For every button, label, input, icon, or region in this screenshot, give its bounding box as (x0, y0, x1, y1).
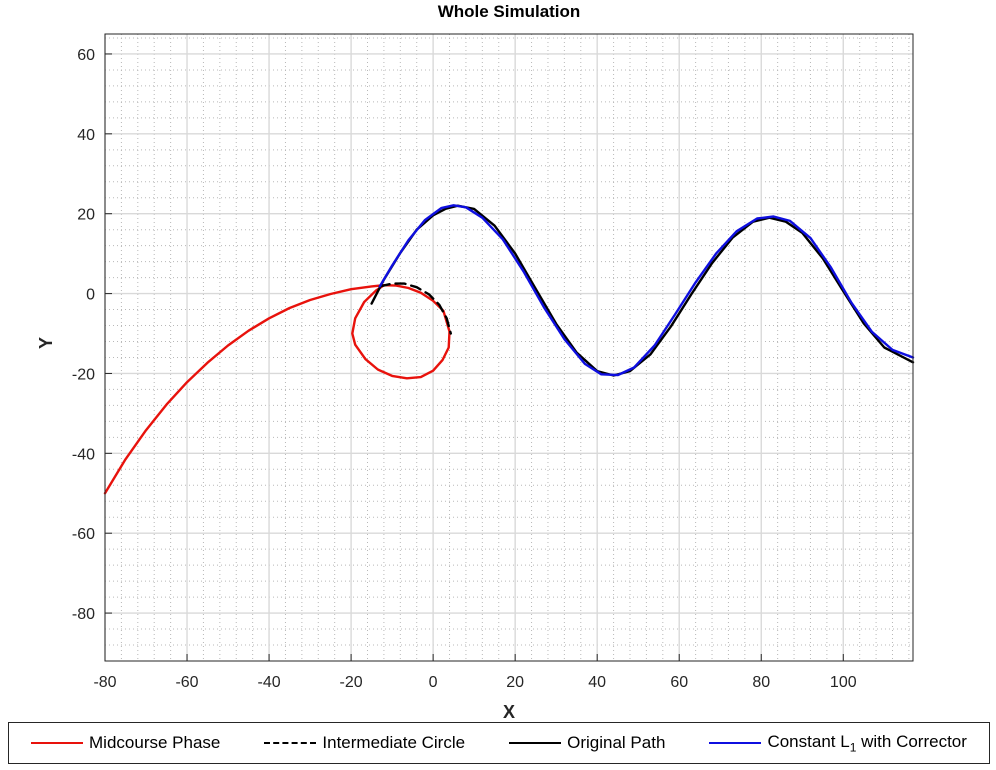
y-tick-label: 0 (86, 287, 95, 304)
x-tick-label: 80 (752, 674, 770, 691)
series-line-2 (378, 282, 452, 335)
x-tick-label: 0 (429, 674, 438, 691)
series-line-1 (351, 284, 451, 380)
legend-swatch-black-line (509, 742, 562, 744)
chart-svg: Whole Simulation X Y -80 -60 -40 -20 0 20 40 60… (36, 2, 915, 722)
y-tick-label: -40 (72, 446, 95, 463)
x-tick-label: 20 (506, 674, 524, 691)
legend-label: Intermediate Circle (322, 733, 466, 752)
legend-swatch-red-line (31, 742, 84, 744)
y-axis-label: Y (36, 337, 56, 349)
y-tick-label: -80 (72, 606, 95, 623)
legend: Midcourse Phase Intermediate Circle Orig… (8, 722, 990, 764)
legend-label: Midcourse Phase (89, 733, 221, 752)
y-tick-label: 60 (77, 47, 95, 64)
legend-label-part: with Corrector (861, 731, 967, 751)
series-line-4 (378, 204, 915, 377)
series-layer (103, 204, 915, 495)
x-tick-label: 60 (670, 674, 688, 691)
legend-item-intermediate-circle: Intermediate Circle (264, 733, 465, 753)
y-tick-label: -20 (72, 366, 95, 383)
y-tick-label: -60 (72, 526, 95, 543)
y-tick-label: 40 (77, 127, 95, 144)
legend-subscript: 1 (849, 740, 857, 755)
axes-frame (104, 33, 914, 662)
x-tick-label: -60 (175, 674, 198, 691)
legend-label-part: Constant L (767, 731, 850, 751)
tick-marks (104, 53, 844, 661)
series-line-3 (370, 204, 915, 377)
legend-swatch-blue-line (709, 741, 762, 744)
x-tick-label: -40 (257, 674, 280, 691)
legend-swatch-dashed-line (264, 742, 317, 744)
legend-item-constant-l1: Constant L1 with Corrector (709, 732, 967, 754)
x-tick-label: 40 (588, 674, 606, 691)
legend-label: Original Path (567, 733, 666, 752)
legend-label: Constant L1 with Corrector (767, 732, 966, 754)
series-line-0 (103, 284, 386, 495)
legend-item-original-path: Original Path (509, 733, 665, 753)
x-axis-label: X (503, 702, 515, 722)
x-tick-label: -80 (93, 674, 116, 691)
x-tick-label: -20 (340, 674, 363, 691)
chart-title: Whole Simulation (438, 2, 581, 21)
y-tick-label: 20 (77, 207, 95, 224)
x-tick-label: 100 (830, 674, 857, 691)
legend-item-midcourse: Midcourse Phase (31, 733, 220, 753)
